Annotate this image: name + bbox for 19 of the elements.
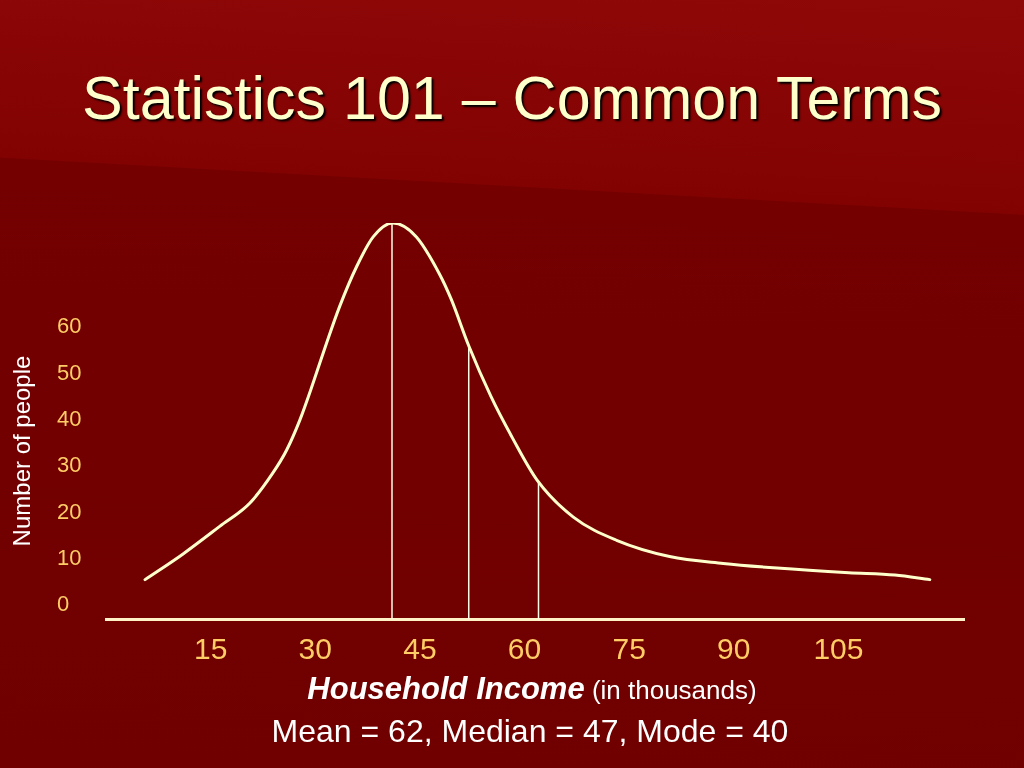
x-tick-label: 75 bbox=[612, 632, 646, 666]
y-tick-label: 10 bbox=[57, 544, 82, 570]
x-axis-title: Household Income (in thousands) bbox=[307, 671, 757, 706]
x-tick-label: 30 bbox=[298, 632, 332, 666]
y-tick-label: 20 bbox=[57, 498, 82, 524]
y-tick-label: 50 bbox=[57, 359, 82, 385]
text: Mean = 62, Median = 47, Mode = 40 bbox=[271, 712, 789, 750]
x-tick-label: 105 bbox=[813, 632, 864, 666]
x-tick-label: 60 bbox=[507, 632, 542, 666]
y-tick-label: 60 bbox=[57, 313, 82, 339]
chart-title: Statistics 101 – Common Terms bbox=[82, 63, 942, 134]
y-tick-label: 30 bbox=[57, 452, 82, 478]
line-series bbox=[143, 223, 932, 582]
y-tick-label: 40 bbox=[57, 405, 82, 431]
x-tick-label: 90 bbox=[717, 632, 751, 666]
y-axis-title: Number of people bbox=[8, 355, 36, 547]
x-tick-label: 15 bbox=[193, 632, 228, 666]
y-tick-label: 0 bbox=[57, 591, 70, 617]
x-tick-label: 45 bbox=[403, 632, 437, 666]
